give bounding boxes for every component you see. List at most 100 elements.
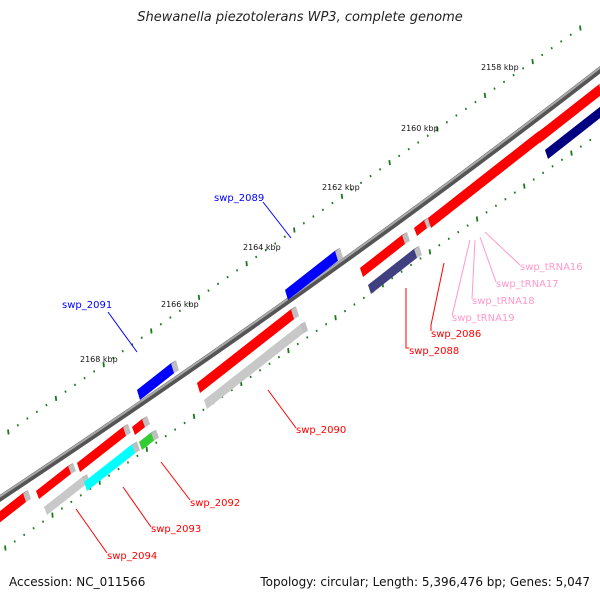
gene-label-swp-2093[interactable]: swp_2093 [151, 524, 201, 535]
tick-mark [464, 107, 467, 111]
tick-mark [178, 309, 181, 313]
tick-mark [542, 171, 545, 175]
tick-mark [343, 309, 347, 313]
gene-label-swp-2086[interactable]: swp_2086 [431, 329, 481, 340]
gene-red-left[interactable] [0, 490, 31, 524]
gene-navy[interactable] [545, 103, 600, 159]
tick-mark [417, 141, 420, 144]
gene-label-swp-2092[interactable]: swp_2092 [190, 498, 240, 509]
gene-red-small-b[interactable] [36, 462, 76, 499]
tick-mark [79, 494, 82, 497]
tick-mark [321, 208, 324, 212]
gene-green[interactable] [139, 429, 159, 450]
gene-swp-2090[interactable] [197, 306, 299, 393]
tick-mark [41, 520, 45, 523]
tick-mark [121, 349, 124, 353]
tick-mark [315, 329, 318, 333]
tick-mark [306, 336, 309, 339]
tick-mark [340, 193, 344, 199]
tick-mark [419, 257, 422, 260]
tick-mark [483, 92, 487, 98]
map-title: Shewanella piezotolerans WP3, complete g… [137, 10, 463, 25]
kbp-label-2168: 2168 kbp [80, 355, 118, 364]
tick-mark [287, 347, 290, 354]
tick-mark [302, 222, 305, 225]
tick-mark [551, 165, 554, 168]
tick-mark [569, 33, 572, 36]
tick-mark [502, 80, 506, 84]
gene-swp-2091[interactable] [137, 360, 179, 400]
tick-mark [474, 100, 477, 104]
tick-mark [522, 67, 525, 70]
gene-swp-2092[interactable] [132, 416, 150, 435]
tick-mark [369, 174, 372, 178]
gene-label-swp-2088[interactable]: swp_2088 [409, 346, 459, 357]
tick-mark [398, 154, 401, 158]
tick-mark [379, 168, 382, 171]
tick-mark [202, 408, 205, 412]
gene-red-small-a[interactable] [77, 423, 131, 472]
gene-swp-2089[interactable] [285, 247, 343, 300]
tick-mark [140, 336, 143, 339]
tick-mark [35, 410, 38, 414]
gene-label-swp-trna17[interactable]: swp_tRNA17 [496, 279, 559, 290]
gene-label-swp-trna18[interactable]: swp_tRNA18 [472, 296, 535, 307]
tick-mark [409, 263, 413, 267]
gene-label-swp-trna16[interactable]: swp_tRNA16 [520, 262, 583, 273]
tick-mark [353, 303, 356, 306]
tick-mark [26, 417, 29, 420]
tick-mark [579, 145, 582, 148]
tick-mark [4, 545, 7, 551]
tick-mark [145, 446, 149, 452]
gene-label-swp-2094[interactable]: swp_2094 [107, 551, 157, 562]
gene-swp-2088[interactable] [360, 232, 410, 277]
tick-mark [23, 533, 26, 537]
tick-mark [426, 134, 429, 137]
tick-mark [236, 269, 239, 272]
gene-label-swp-2089[interactable]: swp_2089 [214, 193, 264, 204]
tick-mark [155, 441, 158, 444]
tick-mark [183, 421, 186, 425]
tick-mark [54, 395, 58, 401]
tick-mark [447, 237, 450, 240]
tick-mark [570, 150, 573, 156]
tick-mark [445, 121, 448, 124]
tick-mark [249, 375, 252, 379]
tick-mark [245, 261, 248, 267]
gene-swp-2090-rev[interactable] [204, 321, 308, 409]
tick-mark [493, 87, 496, 90]
topology-text: Topology: circular; Length: 5,396,476 bp… [260, 575, 590, 589]
tick-mark [504, 197, 507, 201]
tick-mark [108, 474, 111, 477]
tick-mark [16, 424, 19, 427]
gene-label-swp-2090[interactable]: swp_2090 [296, 425, 346, 436]
tick-mark [312, 215, 315, 218]
tick-mark [455, 114, 458, 117]
tick-mark [334, 315, 337, 321]
tick-mark [532, 178, 535, 181]
tick-mark [117, 467, 120, 471]
kbp-label-2160: 2160 kbp [401, 124, 439, 133]
tick-mark [126, 461, 130, 464]
tick-mark [438, 244, 441, 247]
gene-swp-2093[interactable] [84, 441, 140, 491]
tick-mark [32, 527, 35, 530]
tick-mark [362, 296, 365, 300]
gene-label-swp-trna19[interactable]: swp_tRNA19 [452, 313, 515, 324]
tick-mark [485, 211, 488, 214]
kbp-label-2158: 2158 kbp [481, 63, 519, 72]
tick-mark [274, 242, 277, 245]
tick-mark [466, 224, 469, 227]
gene-swp-2086[interactable] [414, 217, 432, 236]
gene-label-swp-2091[interactable]: swp_2091 [62, 300, 112, 311]
tick-mark [296, 342, 299, 346]
tick-mark [277, 355, 280, 359]
tick-mark [550, 46, 553, 50]
tick-mark [207, 289, 210, 292]
gene-slate[interactable] [368, 245, 422, 294]
tick-mark [268, 362, 271, 365]
tick-mark [188, 302, 191, 306]
tick-mark [169, 316, 172, 319]
accession-text: Accession: NC_011566 [9, 575, 146, 589]
